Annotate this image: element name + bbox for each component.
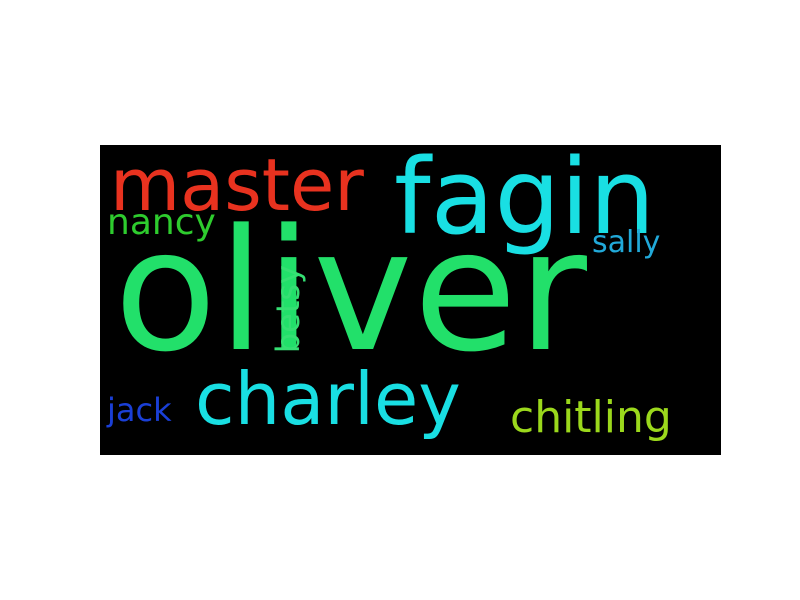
word-betsy: betsy (269, 265, 307, 354)
word-fagin: fagin (394, 145, 656, 258)
word-oliver: oliver (114, 193, 588, 389)
word-master: master (110, 145, 364, 227)
word-charley: charley (195, 357, 461, 441)
word-sally: sally (592, 225, 661, 260)
word-jack: jack (107, 391, 172, 429)
word-chitling: chitling (510, 392, 672, 443)
word-nancy: nancy (107, 202, 216, 243)
word-cloud-panel: master fagin nancy sally oliver betsy ja… (100, 145, 721, 455)
